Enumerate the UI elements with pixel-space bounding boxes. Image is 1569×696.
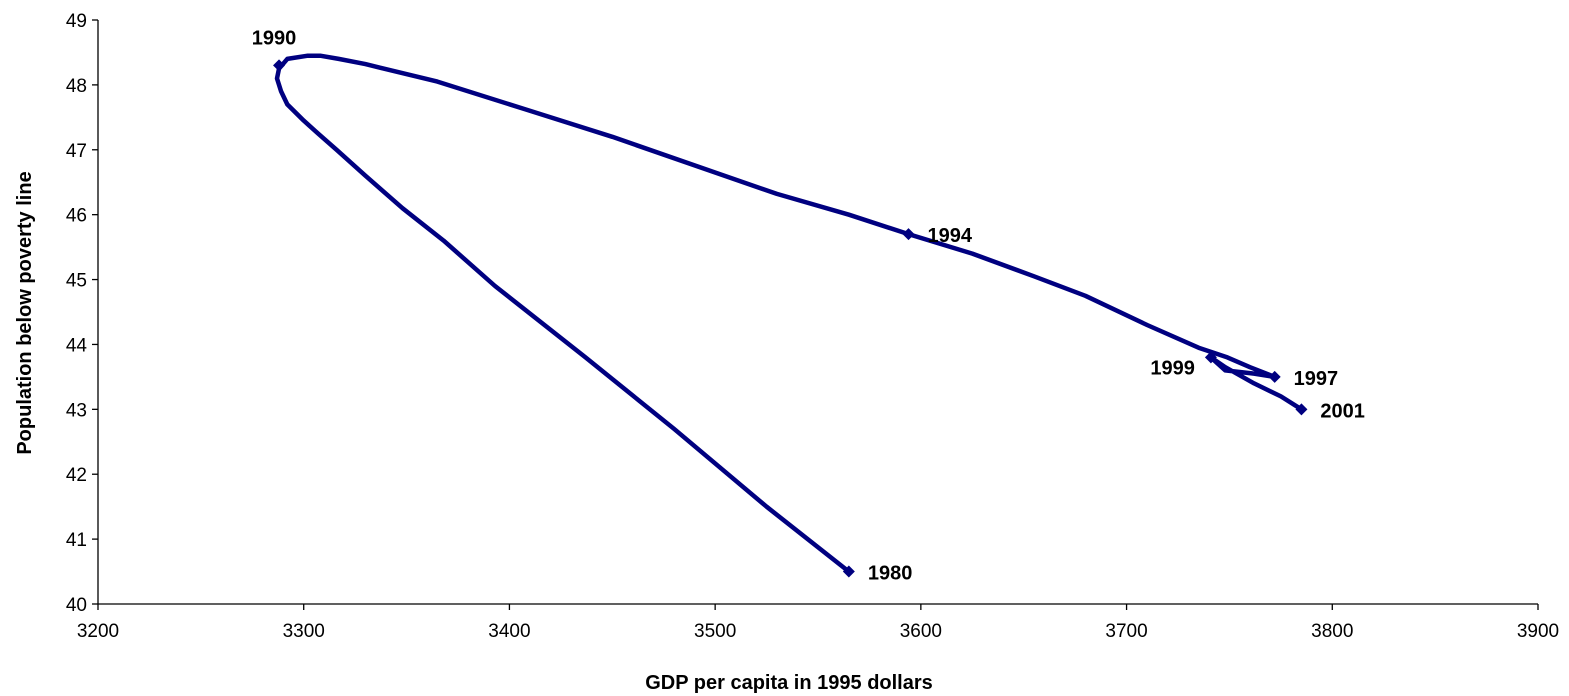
point-label: 1999 (1150, 357, 1195, 379)
x-tick-label: 3300 (283, 621, 325, 642)
point-marker (1268, 370, 1281, 383)
series-line (274, 53, 1304, 574)
x-tick-label: 3500 (694, 621, 736, 642)
x-tick-label: 3800 (1311, 621, 1353, 642)
point-marker (1295, 403, 1308, 416)
y-tick-label: 48 (66, 76, 87, 97)
series (274, 53, 1304, 574)
point-label: 2001 (1320, 400, 1365, 422)
point-marker (273, 59, 286, 72)
y-tick-label: 44 (66, 335, 88, 356)
point-label: 1990 (252, 27, 297, 49)
point-marker (1204, 351, 1217, 364)
x-tick-label: 3600 (900, 621, 942, 642)
point-marker (902, 228, 915, 241)
axes (92, 19, 1539, 610)
y-tick-label: 49 (66, 11, 87, 32)
y-tick-label: 41 (66, 530, 87, 551)
y-tick-label: 47 (66, 141, 87, 162)
x-tick-label: 3200 (77, 621, 119, 642)
y-tick-label: 42 (66, 465, 87, 486)
x-tick-label: 3400 (488, 621, 530, 642)
data-points: 1980 1990 1994 1997 1999 2001 (252, 27, 1365, 584)
x-tick-label: 3900 (1517, 621, 1559, 642)
y-tick-label: 40 (66, 595, 87, 616)
y-axis-title: Population below poverty line (14, 171, 36, 454)
point-label: 1994 (928, 225, 973, 247)
point-marker (842, 565, 855, 578)
y-tick-label: 46 (66, 206, 87, 227)
point-label: 1997 (1294, 368, 1339, 390)
y-tick-label: 43 (66, 400, 87, 421)
point-label: 1980 (868, 563, 913, 585)
x-tick-label: 3700 (1105, 621, 1147, 642)
tick-labels: 3200 3300 3400 3500 3600 3700 3800 3900 40 41 42 43… (66, 11, 1559, 642)
y-tick-label: 45 (66, 271, 87, 292)
x-axis-title: GDP per capita in 1995 dollars (645, 672, 933, 694)
